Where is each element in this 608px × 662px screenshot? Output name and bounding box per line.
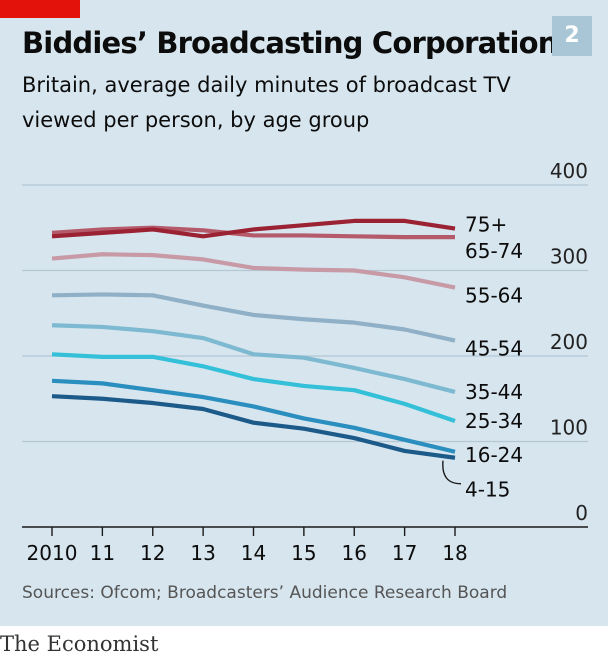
series-line-4-15 [51,394,456,460]
x-tick-label: 18 [442,541,467,565]
subtitle-line-2: viewed per person, by age group [22,108,370,132]
source-note: Sources: Ofcom; Broadcasters’ Audience R… [22,583,508,603]
x-tick-label: 2010 [27,541,78,565]
series-label-25-34: 25-34 [465,409,523,433]
series-line-16-24 [51,378,456,454]
y-tick-label: 100 [550,416,588,440]
series-label-4-15: 4-15 [465,478,510,502]
subtitle-line-1: Britain, average daily minutes of broadc… [22,73,511,97]
y-tick-label: 400 [550,159,588,183]
economist-red-bar [0,0,80,18]
series-label-45-54: 45-54 [465,337,523,361]
y-tick-label: 200 [550,330,588,354]
series-line-45-54 [51,292,456,343]
y-tick-label: 0 [575,501,588,525]
series-line-65-74 [51,225,455,240]
series-label-55-64: 55-64 [465,284,523,308]
x-tick-label: 12 [140,541,165,565]
economist-logo: The Economist [0,632,159,656]
chart-subtitle: Britain, average daily minutes of broadc… [22,68,582,138]
series-label-35-44: 35-44 [465,380,523,404]
x-axis: 2010 11 12 13 14 15 16 17 18 [27,527,468,565]
x-tick-label: 16 [342,541,367,565]
x-tick-label: 14 [241,541,266,565]
series-label-75+: 75+ [465,213,507,237]
series-line-75+ [51,218,456,239]
x-tick-label: 11 [90,541,115,565]
x-tick-label: 15 [291,541,316,565]
series-line-35-44 [51,323,456,394]
chart-card: Biddies’ Broadcasting Corporation 2 Brit… [0,0,608,626]
series-lines [51,218,456,460]
x-tick-label: 17 [392,541,417,565]
series-line-55-64 [51,252,456,290]
chart-title: Biddies’ Broadcasting Corporation [22,26,558,60]
series-label-16-24: 16-24 [465,443,523,467]
y-tick-label: 300 [550,245,588,269]
x-tick-label: 13 [190,541,215,565]
line-chart: 0 100 200 300 400 2010 11 12 13 14 15 16 17 18 75+65… [22,159,588,565]
series-labels: 75+65-74 55-64 45-54 35-44 25-34 16-24 4-15 [442,213,523,502]
series-label-65-74: 65-74 [465,239,523,263]
series-line-25-34 [51,352,456,423]
chart-number-badge: 2 [552,16,592,56]
label-leader-4-15 [442,460,462,485]
